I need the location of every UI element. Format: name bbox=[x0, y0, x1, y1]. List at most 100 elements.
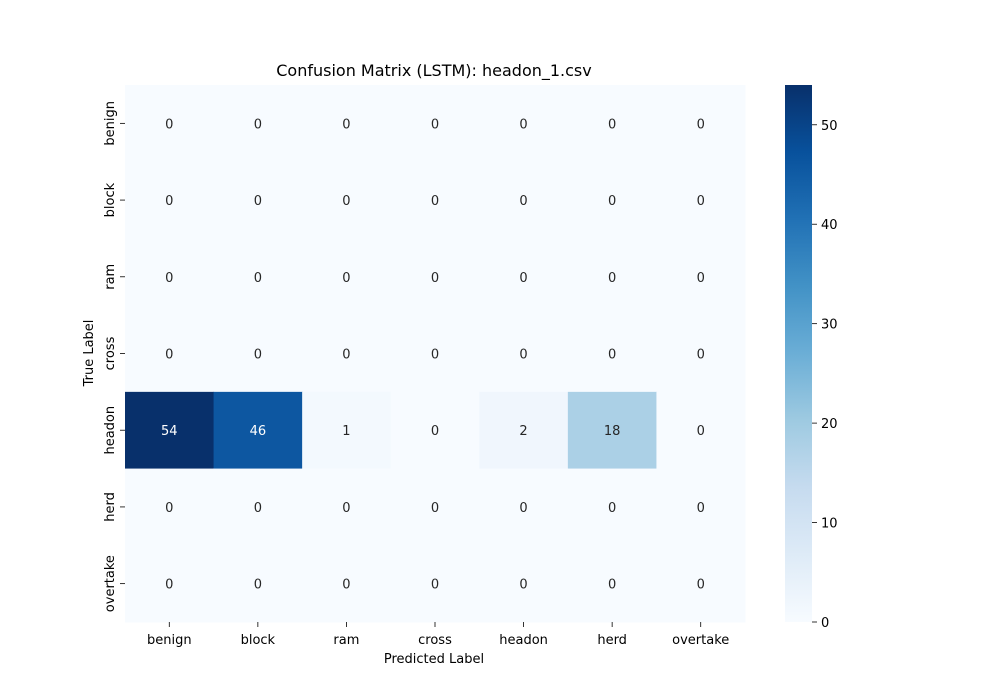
x-tick-label: overtake bbox=[672, 633, 729, 648]
cell-value-label: 0 bbox=[165, 194, 173, 209]
heatmap-cell bbox=[213, 315, 303, 393]
heatmap-cell bbox=[656, 391, 746, 470]
colorbar-tick-label: 30 bbox=[821, 318, 838, 333]
y-tick-label: overtake bbox=[103, 555, 118, 612]
cell-value-label: 0 bbox=[165, 117, 173, 132]
heatmap-cell bbox=[479, 391, 569, 470]
x-tick-label: herd bbox=[597, 633, 627, 648]
cell-value-label: 0 bbox=[608, 348, 616, 363]
colorbar-gradient bbox=[785, 85, 812, 622]
x-tick-label: headon bbox=[499, 633, 548, 648]
heatmap-cell bbox=[125, 161, 215, 239]
heatmap-cell bbox=[567, 468, 657, 546]
heatmap-cell bbox=[567, 85, 657, 163]
cell-value-label: 0 bbox=[519, 348, 527, 363]
cell-value-label: 0 bbox=[342, 348, 350, 363]
colorbar-tick-label: 20 bbox=[821, 417, 838, 432]
heatmap-cell bbox=[213, 468, 303, 546]
heatmap-cell bbox=[656, 545, 746, 623]
heatmap-cell bbox=[567, 238, 657, 316]
cell-value-label: 0 bbox=[697, 578, 705, 593]
cell-value-label: 0 bbox=[165, 501, 173, 516]
heatmap-cell bbox=[479, 315, 569, 393]
heatmap-cell bbox=[390, 468, 480, 546]
y-tick-label: block bbox=[103, 182, 118, 217]
cell-value-label: 0 bbox=[608, 578, 616, 593]
cell-value-label: 0 bbox=[342, 501, 350, 516]
cell-value-label: 0 bbox=[165, 271, 173, 286]
cell-value-label: 0 bbox=[254, 501, 262, 516]
y-tick-label: ram bbox=[103, 264, 118, 290]
cell-value-label: 0 bbox=[608, 501, 616, 516]
heatmap-cell bbox=[302, 85, 392, 163]
heatmap-cell bbox=[567, 391, 657, 470]
cell-value-label: 0 bbox=[342, 117, 350, 132]
heatmap-cell bbox=[390, 391, 480, 470]
heatmap-cell bbox=[390, 161, 480, 239]
cell-value-label: 0 bbox=[519, 271, 527, 286]
heatmap-cell bbox=[567, 161, 657, 239]
cell-value-label: 0 bbox=[431, 271, 439, 286]
heatmap-cell bbox=[567, 545, 657, 623]
cell-value-label: 0 bbox=[431, 194, 439, 209]
cell-value-label: 0 bbox=[342, 578, 350, 593]
cell-value-label: 0 bbox=[254, 117, 262, 132]
y-axis-title: True Label bbox=[82, 320, 97, 388]
heatmap-cell bbox=[125, 315, 215, 393]
y-tick-label: cross bbox=[103, 336, 118, 370]
heatmap-cell bbox=[302, 468, 392, 546]
cell-value-label: 0 bbox=[254, 348, 262, 363]
cell-value-label: 0 bbox=[254, 194, 262, 209]
heatmap-cell bbox=[656, 315, 746, 393]
heatmap-cell bbox=[656, 161, 746, 239]
cell-value-label: 0 bbox=[254, 271, 262, 286]
y-axis: benign block ram cross headon herd overtake bbox=[103, 101, 125, 612]
cell-value-label: 2 bbox=[519, 424, 527, 439]
heatmap-cell bbox=[213, 238, 303, 316]
y-tick-label: herd bbox=[103, 492, 118, 522]
heatmap-cell bbox=[125, 545, 215, 623]
cell-value-label: 0 bbox=[165, 348, 173, 363]
heatmap-cell bbox=[302, 545, 392, 623]
heatmap-cell bbox=[390, 315, 480, 393]
cell-value-label: 54 bbox=[161, 424, 178, 439]
y-tick-label: benign bbox=[103, 101, 118, 146]
heatmap-cell bbox=[656, 468, 746, 546]
colorbar-tick-label: 50 bbox=[821, 119, 838, 134]
heatmap-cell bbox=[213, 391, 303, 470]
cell-value-label: 0 bbox=[254, 578, 262, 593]
colorbar-tick-label: 0 bbox=[821, 616, 829, 631]
heatmap-cell bbox=[656, 238, 746, 316]
heatmap-cell bbox=[302, 315, 392, 393]
cell-value-label: 0 bbox=[608, 271, 616, 286]
cell-value-label: 18 bbox=[604, 424, 621, 439]
cell-value-label: 0 bbox=[519, 117, 527, 132]
x-tick-label: cross bbox=[418, 633, 452, 648]
cell-value-label: 0 bbox=[519, 501, 527, 516]
x-tick-label: block bbox=[241, 633, 276, 648]
cell-value-label: 0 bbox=[608, 194, 616, 209]
y-tick-label: headon bbox=[103, 406, 118, 455]
cell-value-label: 0 bbox=[697, 501, 705, 516]
heatmap-cell bbox=[302, 238, 392, 316]
cell-value-label: 1 bbox=[342, 424, 350, 439]
colorbar-tick-label: 10 bbox=[821, 517, 838, 532]
x-axis: benign block ram cross headon herd overtake bbox=[147, 622, 729, 648]
heatmap-cell bbox=[125, 468, 215, 546]
cell-value-label: 0 bbox=[431, 578, 439, 593]
cell-value-label: 0 bbox=[697, 271, 705, 286]
heatmap-cell bbox=[213, 545, 303, 623]
heatmap-cell bbox=[125, 85, 215, 163]
cell-value-label: 0 bbox=[608, 117, 616, 132]
colorbar-tick-label: 40 bbox=[821, 218, 838, 233]
heatmap-cell bbox=[213, 85, 303, 163]
cell-value-label: 0 bbox=[697, 348, 705, 363]
heatmap-cell bbox=[125, 391, 215, 470]
cell-value-label: 0 bbox=[697, 194, 705, 209]
cell-value-label: 0 bbox=[342, 271, 350, 286]
heatmap-cell bbox=[567, 315, 657, 393]
heatmap-cell bbox=[390, 85, 480, 163]
cell-value-label: 0 bbox=[342, 194, 350, 209]
cell-value-label: 46 bbox=[250, 424, 267, 439]
